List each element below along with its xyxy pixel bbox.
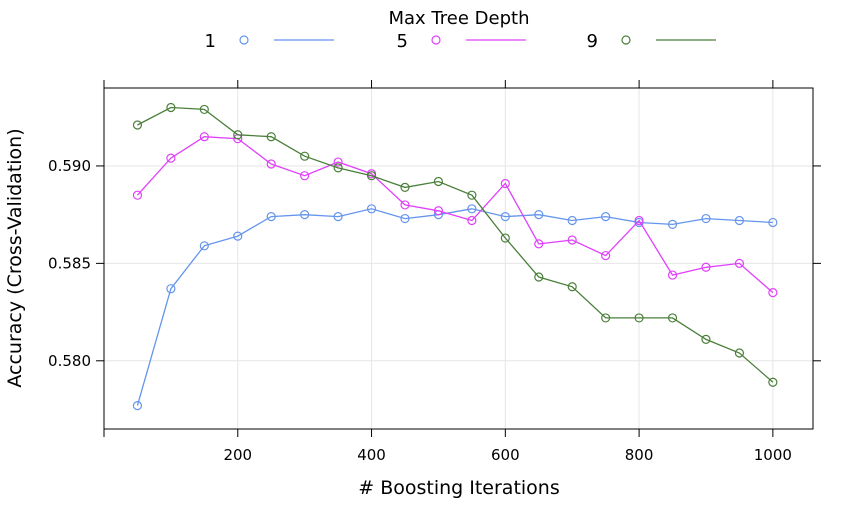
data-point (300, 171, 310, 181)
grid (104, 88, 813, 429)
data-point (333, 212, 343, 222)
data-point (132, 190, 143, 200)
plot-frame (103, 87, 814, 430)
data-point (132, 401, 143, 411)
data-point (768, 377, 778, 387)
data-point (601, 250, 611, 261)
x-tick-label: 200 (223, 446, 252, 464)
x-tick-label: 400 (357, 446, 386, 464)
data-point (300, 151, 310, 161)
series-line-1 (136, 208, 773, 406)
legend-label-1: 1 (205, 31, 216, 52)
data-point (601, 212, 611, 222)
data-point (567, 235, 577, 245)
data-point (768, 288, 778, 298)
x-tick-label: 800 (625, 446, 654, 464)
data-point (701, 262, 711, 272)
data-point (433, 176, 444, 187)
data-point (467, 190, 477, 200)
data-point (199, 132, 209, 142)
legend-label-5: 5 (397, 31, 408, 52)
legend-marker-1 (239, 35, 249, 45)
y-tick-label: 0.590 (48, 157, 91, 175)
series-line-5 (136, 136, 774, 294)
data-point (567, 215, 577, 226)
data-point (333, 157, 343, 167)
series-9 (132, 102, 778, 387)
data-point (300, 210, 310, 220)
data-point (400, 200, 410, 210)
series-1 (132, 204, 778, 411)
data-point (734, 348, 745, 358)
data-point (667, 270, 678, 280)
data-point (166, 153, 176, 163)
data-point (534, 272, 544, 282)
data-point (433, 206, 444, 216)
legend-label-9: 9 (587, 31, 598, 52)
y-tick-label: 0.580 (48, 352, 91, 370)
data-point (467, 215, 477, 226)
axes: 200 400 600 800 1000 0.580 0.585 0.590 (48, 80, 821, 464)
y-tick-label: 0.585 (48, 254, 91, 272)
legend-marker-9 (621, 35, 631, 45)
data-point (734, 258, 745, 268)
data-point (199, 241, 209, 251)
data-point (634, 215, 644, 226)
data-point (266, 159, 276, 169)
data-point (500, 212, 510, 222)
series-5 (132, 132, 778, 298)
data-point (266, 132, 276, 142)
data-point (500, 233, 510, 243)
data-point (601, 313, 611, 323)
data-point (500, 178, 510, 189)
data-point (467, 204, 477, 214)
data-point (400, 213, 410, 224)
data-point (667, 313, 678, 323)
data-point (132, 120, 143, 130)
y-axis-title: Accuracy (Cross-Validation) (4, 128, 26, 387)
data-point (701, 213, 711, 224)
legend-title: Max Tree Depth (389, 8, 530, 29)
data-point (166, 284, 176, 294)
data-point (701, 334, 711, 344)
data-point (634, 313, 644, 323)
data-point (734, 215, 745, 226)
data-point (400, 182, 410, 192)
series-line-9 (137, 106, 774, 383)
data-point (366, 171, 377, 181)
data-point (667, 219, 678, 229)
data-point (166, 102, 176, 113)
data-point (233, 130, 243, 140)
x-tick-label: 600 (491, 446, 520, 464)
x-tick-label: 1000 (754, 446, 792, 464)
data-point (233, 231, 243, 241)
data-point (366, 204, 377, 214)
data-point (534, 239, 544, 249)
series-layer (132, 102, 778, 411)
x-axis-title: # Boosting Iterations (358, 477, 560, 499)
legend: 1 5 9 (205, 31, 716, 52)
legend-marker-5 (431, 35, 441, 45)
data-point (266, 212, 276, 222)
data-point (534, 210, 544, 220)
data-point (567, 282, 577, 292)
data-point (768, 217, 778, 228)
data-point (333, 163, 343, 173)
data-point (199, 104, 209, 115)
